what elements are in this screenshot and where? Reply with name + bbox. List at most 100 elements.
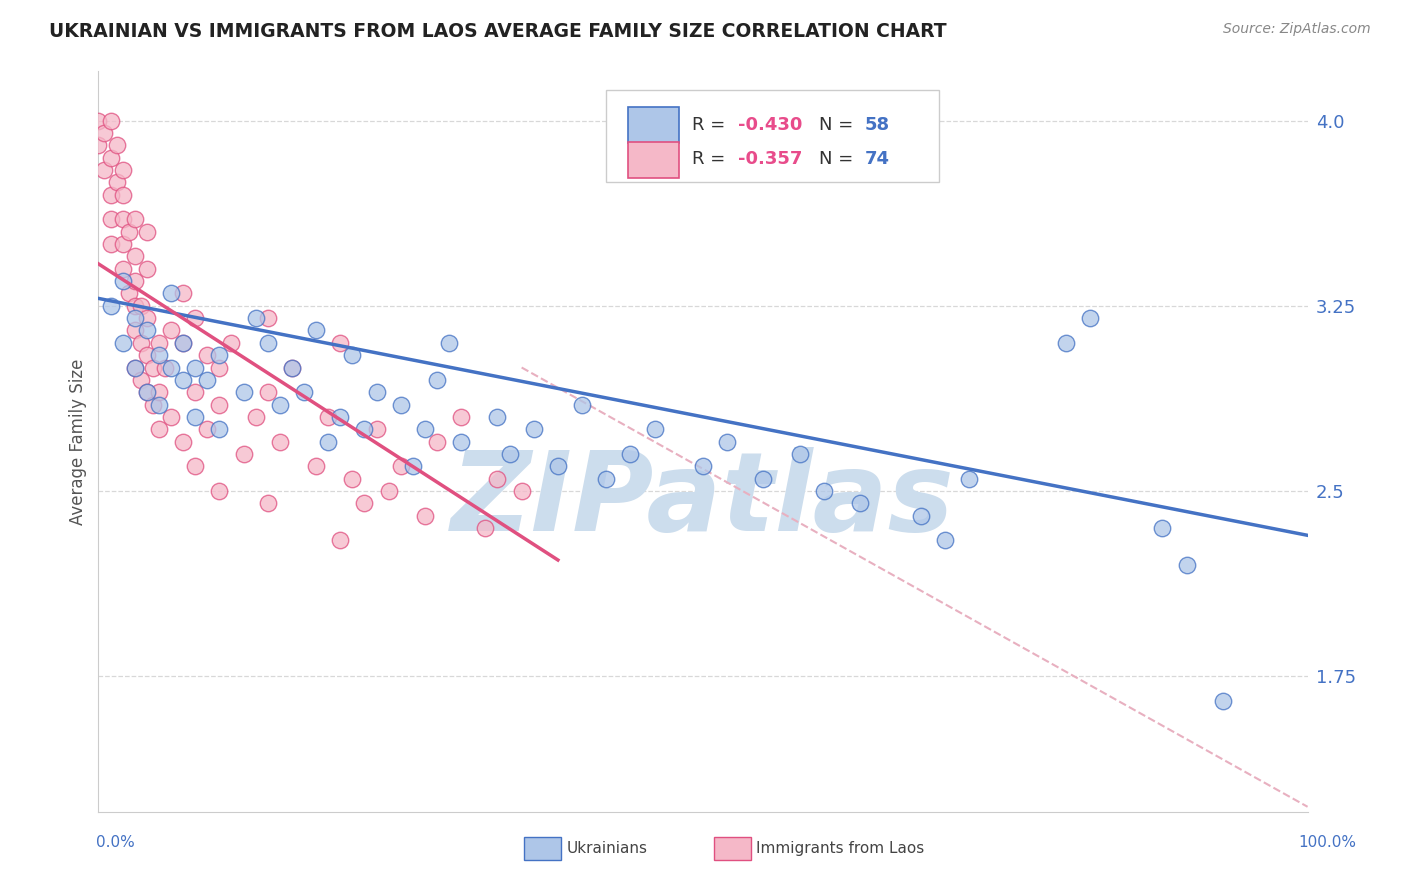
Point <box>292 385 315 400</box>
Point <box>402 459 425 474</box>
Point <box>148 348 170 362</box>
Point <box>111 212 134 227</box>
Point <box>389 398 412 412</box>
Point <box>281 360 304 375</box>
Point <box>148 422 170 436</box>
Point <box>148 385 170 400</box>
Point <box>100 187 122 202</box>
Point <box>111 187 134 202</box>
FancyBboxPatch shape <box>628 107 679 144</box>
Point <box>195 348 218 362</box>
Point <box>377 483 399 498</box>
Point <box>523 422 546 436</box>
Point <box>124 360 146 375</box>
Point <box>329 533 352 548</box>
Point <box>366 385 388 400</box>
Text: 0.0%: 0.0% <box>96 836 135 850</box>
Point <box>100 299 122 313</box>
Point <box>184 409 207 424</box>
Point <box>366 422 388 436</box>
Point <box>87 138 110 153</box>
Point <box>124 311 146 326</box>
Point <box>498 447 520 461</box>
Point <box>172 335 194 350</box>
Point <box>752 472 775 486</box>
Point <box>111 335 134 350</box>
Point <box>135 261 157 276</box>
Point <box>305 324 328 338</box>
Point <box>208 348 231 362</box>
Point <box>232 447 254 461</box>
Text: Immigrants from Laos: Immigrants from Laos <box>756 841 925 855</box>
Point <box>316 409 339 424</box>
Text: 100.0%: 100.0% <box>1299 836 1357 850</box>
Point <box>450 409 472 424</box>
Point <box>256 311 278 326</box>
Point <box>342 348 364 362</box>
Point <box>450 434 472 449</box>
Point <box>135 348 157 362</box>
Point <box>148 398 170 412</box>
Point <box>256 496 278 510</box>
Text: -0.357: -0.357 <box>738 150 803 168</box>
Point <box>256 335 278 350</box>
Point <box>100 237 122 252</box>
Point <box>619 447 641 461</box>
Point <box>195 422 218 436</box>
Point <box>142 398 165 412</box>
Text: R =: R = <box>692 116 731 134</box>
Point <box>716 434 738 449</box>
Point <box>184 360 207 375</box>
Point <box>547 459 569 474</box>
Point <box>135 324 157 338</box>
Point <box>105 176 128 190</box>
Text: UKRAINIAN VS IMMIGRANTS FROM LAOS AVERAGE FAMILY SIZE CORRELATION CHART: UKRAINIAN VS IMMIGRANTS FROM LAOS AVERAG… <box>49 22 946 41</box>
Point <box>221 335 243 350</box>
Point <box>329 335 352 350</box>
Point <box>111 163 134 178</box>
Text: Ukrainians: Ukrainians <box>567 841 648 855</box>
Point <box>100 113 122 128</box>
Point <box>105 138 128 153</box>
Point <box>437 335 460 350</box>
Point <box>1175 558 1198 572</box>
Point <box>486 409 509 424</box>
Point <box>269 434 291 449</box>
FancyBboxPatch shape <box>628 142 679 178</box>
Point <box>118 225 141 239</box>
Point <box>316 434 339 449</box>
Point <box>184 385 207 400</box>
Point <box>195 373 218 387</box>
Y-axis label: Average Family Size: Average Family Size <box>69 359 87 524</box>
Point <box>100 151 122 165</box>
Point <box>172 286 194 301</box>
Point <box>813 483 835 498</box>
Point <box>245 409 267 424</box>
Point <box>124 324 146 338</box>
Point <box>232 385 254 400</box>
Point <box>135 385 157 400</box>
Text: R =: R = <box>692 150 731 168</box>
Text: 58: 58 <box>865 116 890 134</box>
Point <box>160 360 183 375</box>
Point <box>342 472 364 486</box>
Point <box>269 398 291 412</box>
Point <box>413 422 436 436</box>
FancyBboxPatch shape <box>606 90 939 183</box>
Point <box>135 225 157 239</box>
Text: -0.430: -0.430 <box>738 116 803 134</box>
Point <box>644 422 666 436</box>
Point <box>910 508 932 523</box>
Text: N =: N = <box>820 150 859 168</box>
Point <box>129 335 152 350</box>
Point <box>353 496 375 510</box>
Point <box>389 459 412 474</box>
Point <box>135 311 157 326</box>
Point <box>135 385 157 400</box>
Point <box>129 299 152 313</box>
Point <box>87 113 110 128</box>
Point <box>426 434 449 449</box>
Text: N =: N = <box>820 116 859 134</box>
Point <box>474 521 496 535</box>
Point <box>100 212 122 227</box>
